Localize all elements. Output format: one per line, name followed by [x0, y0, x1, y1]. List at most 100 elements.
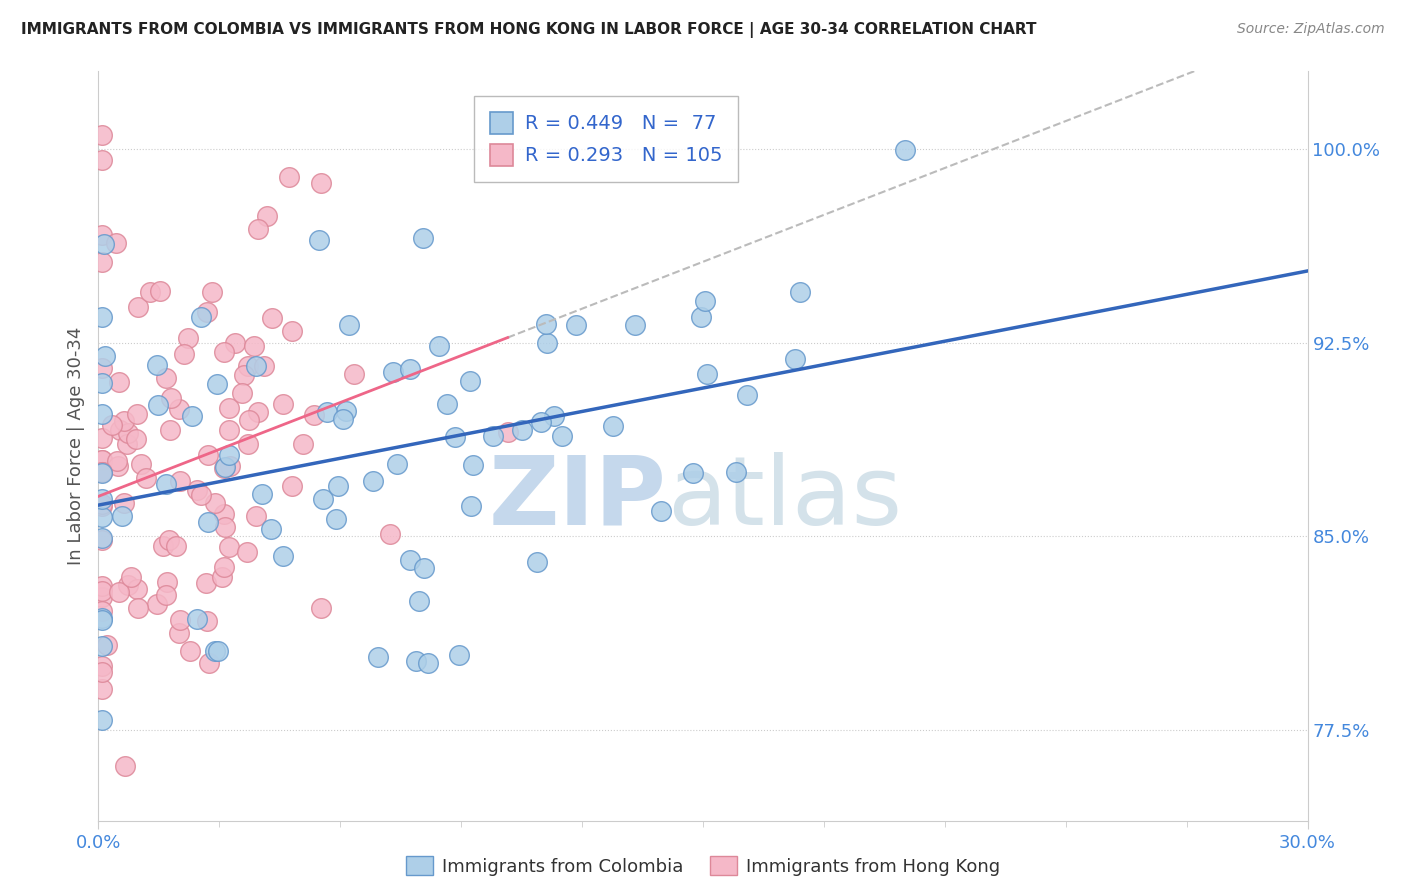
Point	[155, 477, 177, 491]
Point	[218, 458, 240, 473]
Point	[212, 507, 235, 521]
Y-axis label: In Labor Force | Age 30-34: In Labor Force | Age 30-34	[66, 326, 84, 566]
Point	[218, 423, 240, 437]
Point	[146, 398, 169, 412]
Point	[211, 570, 233, 584]
Point	[91, 665, 114, 680]
Point	[337, 318, 360, 333]
Point	[245, 359, 267, 373]
Point	[245, 508, 267, 523]
Point	[460, 500, 482, 514]
Point	[194, 576, 217, 591]
Point	[256, 209, 278, 223]
Point	[91, 682, 114, 697]
Point	[167, 402, 190, 417]
Point	[695, 293, 717, 308]
Point	[107, 375, 129, 389]
Point	[325, 512, 347, 526]
Point	[146, 358, 169, 372]
Point	[250, 487, 273, 501]
Point	[281, 479, 304, 493]
Point	[91, 531, 114, 545]
Point	[91, 865, 114, 880]
Point	[696, 367, 718, 381]
Point	[689, 310, 711, 324]
Point	[463, 458, 485, 472]
Point	[218, 401, 240, 415]
Point	[146, 597, 169, 611]
Point	[177, 330, 200, 344]
Point	[894, 143, 917, 157]
Point	[91, 376, 114, 391]
Point	[173, 347, 195, 361]
Point	[91, 465, 114, 479]
Point	[107, 458, 129, 473]
Point	[167, 625, 190, 640]
Point	[408, 594, 430, 608]
Legend: Immigrants from Colombia, Immigrants from Hong Kong: Immigrants from Colombia, Immigrants fro…	[398, 849, 1008, 883]
Point	[449, 648, 471, 662]
Point	[496, 425, 519, 439]
Point	[207, 644, 229, 658]
Point	[129, 457, 152, 471]
Point	[91, 430, 114, 444]
Point	[195, 614, 218, 628]
Point	[204, 496, 226, 510]
Point	[309, 601, 332, 615]
Point	[398, 553, 420, 567]
Point	[416, 656, 439, 670]
Point	[378, 527, 401, 541]
Point	[212, 344, 235, 359]
Point	[253, 359, 276, 373]
Point	[91, 613, 114, 627]
Point	[91, 500, 114, 514]
Point	[724, 466, 747, 480]
Point	[682, 466, 704, 480]
Point	[91, 591, 114, 605]
Point	[427, 339, 450, 353]
Point	[332, 412, 354, 426]
Point	[112, 414, 135, 428]
Point	[91, 310, 114, 324]
Point	[91, 453, 114, 467]
Point	[117, 578, 139, 592]
Point	[482, 429, 505, 443]
Legend: R = 0.449   N =  77, R = 0.293   N = 105: R = 0.449 N = 77, R = 0.293 N = 105	[474, 96, 738, 182]
Point	[231, 386, 253, 401]
Point	[195, 305, 218, 319]
Point	[602, 418, 624, 433]
Point	[186, 612, 208, 626]
Point	[91, 466, 114, 480]
Point	[387, 457, 409, 471]
Point	[101, 418, 124, 433]
Point	[405, 655, 427, 669]
Text: atlas: atlas	[666, 452, 901, 545]
Point	[91, 360, 114, 375]
Point	[399, 361, 422, 376]
Point	[312, 492, 335, 507]
Point	[165, 539, 187, 553]
Point	[413, 561, 436, 575]
Point	[91, 611, 114, 625]
Point	[412, 231, 434, 245]
Point	[292, 436, 315, 450]
Point	[96, 638, 118, 652]
Point	[149, 285, 172, 299]
Point	[316, 405, 339, 419]
Point	[91, 510, 114, 524]
Point	[125, 432, 148, 446]
Point	[180, 409, 202, 423]
Point	[247, 222, 270, 236]
Point	[117, 425, 139, 440]
Point	[280, 324, 302, 338]
Point	[93, 349, 115, 363]
Point	[157, 533, 180, 548]
Point	[155, 589, 177, 603]
Point	[224, 336, 246, 351]
Point	[93, 236, 115, 251]
Point	[247, 405, 270, 419]
Point	[343, 368, 366, 382]
Point	[112, 496, 135, 510]
Point	[271, 397, 294, 411]
Point	[536, 336, 558, 351]
